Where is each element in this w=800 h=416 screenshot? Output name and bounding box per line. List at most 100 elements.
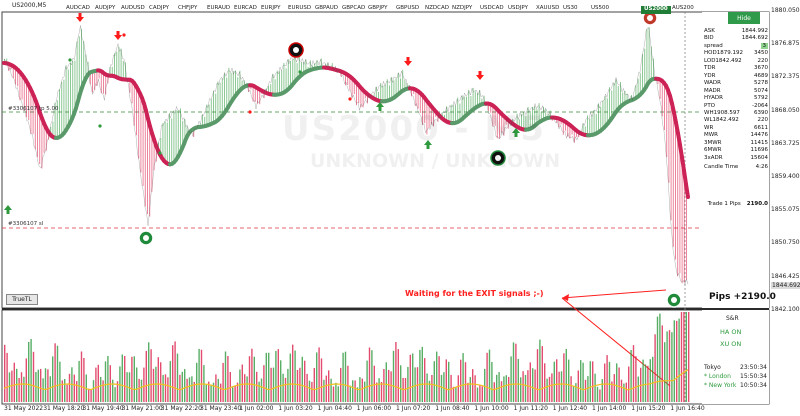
candle-208 [461,95,463,120]
candle-297 [657,78,659,84]
volume-bar-245 [592,361,594,402]
candle-80 [180,108,181,153]
symbol-tab-cadjpy[interactable]: CADJPY [149,5,170,11]
symbol-tab-usdcad[interactable]: USDCAD [480,5,504,11]
volume-bar-276 [666,331,668,402]
symbol-tab-audjpy[interactable]: AUDJPY [95,5,116,11]
volume-bar-214 [517,358,519,402]
candle-275 [609,87,610,121]
candle-190 [422,94,423,125]
volume-bar-127 [308,380,311,402]
symbol-tab-eurcad[interactable]: EURCAD [234,5,257,11]
volume-bar-21 [54,343,56,402]
volume-bar-81 [198,348,200,402]
session-name-2: * New York [704,382,737,389]
candle-58 [131,80,133,104]
candle-41 [94,71,96,90]
annotation-arrowhead [562,294,569,301]
candle-95 [213,91,214,124]
volume-bar-270 [652,356,654,402]
volume-bar-283 [683,312,685,402]
volume-bar-177 [428,380,431,402]
symbol-tab-euraud[interactable]: EURAUD [207,5,231,11]
candle-153 [340,71,342,77]
volume-bar-224 [541,346,543,402]
volume-bar-57 [140,379,143,402]
lower-panel-bg [702,310,769,404]
symbol-tab-aus200[interactable]: AUS200 [672,5,694,11]
volume-bar-30 [76,381,78,402]
volume-bar-213 [515,343,517,402]
symbol-tab-chfjpy[interactable]: CHFJPY [178,5,198,11]
candle-260 [576,130,577,137]
exit-annotation: Waiting for the EXIT signals ;-) [405,289,544,298]
candle-125 [279,71,280,95]
volume-bar-118 [287,368,289,402]
candle-120 [268,85,269,94]
volume-bar-158 [383,369,385,402]
symbol-tab-gbpaud[interactable]: GBPAUD [315,5,339,11]
symbol-tab-gbpusd[interactable]: GBPUSD [396,5,420,11]
volume-bar-230 [556,359,558,402]
info-label: TDR [704,65,716,72]
candle-287 [635,85,637,98]
symbol-tab-eurjpy[interactable]: EURJPY [261,5,281,11]
volume-bar-92 [224,351,227,402]
price-tick: 1846.425 [771,272,800,280]
pips-total: Pips +2190.0 [709,292,776,302]
volume-bar-220 [532,368,534,402]
volume-bar-46 [114,387,116,402]
truetl-button[interactable]: TrueTL [6,294,38,305]
volume-bar-69 [169,361,171,402]
info-label: LOD1842.492 [704,57,742,64]
volume-bar-122 [296,370,299,402]
price-tick: 1842.100 [771,305,800,313]
ma-segment-342 [684,182,690,199]
candle-265 [587,115,588,136]
candle-223 [494,106,496,126]
volume-bar-254 [613,374,615,402]
candle-294 [650,46,652,81]
volume-bar-40 [100,377,102,402]
candle-129 [287,59,289,90]
symbol-tab-audusd[interactable]: AUDUSD [121,5,145,11]
candle-178 [395,78,397,97]
symbol-tab-us30[interactable]: US30 [563,5,578,11]
symbol-tab-nzdcad[interactable]: NZDCAD [425,5,449,11]
volume-bar-74 [181,371,183,402]
symbol-tab-xauusd[interactable]: XAUUSD [536,5,560,11]
candle-45 [103,73,104,94]
symbol-tab-usdjpy[interactable]: USDJPY [508,5,528,11]
candle-239 [529,113,531,129]
volume-bar-109 [265,352,267,402]
candle-256 [567,123,569,137]
symbol-tab-eurusd[interactable]: EURUSD [288,5,312,11]
candle-131 [292,59,294,86]
symbol-tab-us2000[interactable]: US2000 [641,6,671,14]
exit-target-icon-inner [671,297,677,303]
time-tick: 1 Jun 06:00 [356,405,392,412]
candle-14 [34,96,36,150]
symbol-tab-nzdjpy[interactable]: NZDJPY [452,5,473,11]
volume-bar-257 [620,379,623,402]
volume-bar-188 [455,387,457,402]
volume-bar-33 [83,358,85,402]
symbol-tab-gbpcad[interactable]: GBPCAD [342,5,366,11]
symbol-tab-audcad[interactable]: AUDCAD [66,5,90,11]
volume-bar-273 [659,313,661,402]
volume-bar-87 [212,382,215,402]
candle-100 [224,73,225,114]
volume-bar-242 [584,379,587,402]
info-label: WH1908.597 [704,109,740,116]
volume-bar-264 [637,376,639,402]
candle-222 [492,105,494,127]
time-tick: 31 May 18:20 [43,405,85,412]
symbol-tab-us500[interactable]: US500 [591,5,610,11]
candle-71 [160,138,162,155]
volume-bar-132 [320,358,323,402]
hide-button[interactable]: Hide [728,12,760,24]
symbol-tab-gbpjpy[interactable]: GBPJPY [368,5,388,11]
volume-bar-84 [205,384,207,402]
volume-bar-206 [498,372,500,402]
